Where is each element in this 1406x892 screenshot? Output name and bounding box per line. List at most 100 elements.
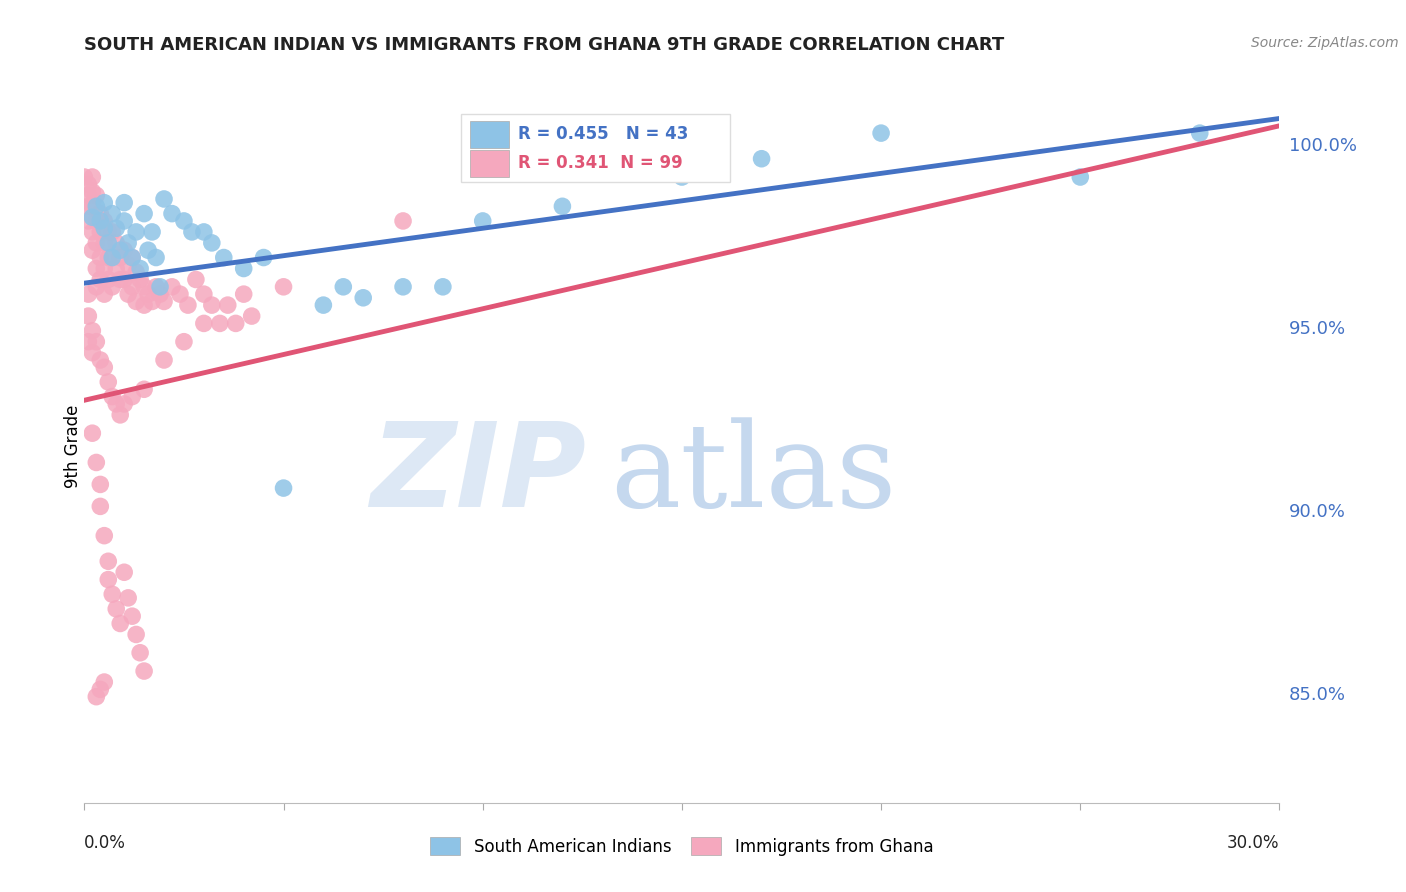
Point xyxy=(145,280,167,294)
Point xyxy=(193,225,215,239)
Point xyxy=(93,214,115,228)
Point xyxy=(141,294,163,309)
Point xyxy=(110,616,132,631)
Point xyxy=(93,261,115,276)
Point xyxy=(160,206,183,220)
Point xyxy=(132,664,156,678)
Point xyxy=(105,602,128,616)
Point xyxy=(117,235,139,250)
Point xyxy=(89,206,111,220)
Point xyxy=(117,287,139,301)
Point xyxy=(125,265,148,279)
Point xyxy=(97,235,120,250)
Point xyxy=(77,178,100,192)
Point xyxy=(253,251,276,265)
Point xyxy=(89,251,111,265)
Point xyxy=(93,221,115,235)
Point xyxy=(86,334,108,349)
Text: 30.0%: 30.0% xyxy=(1227,834,1279,852)
Point xyxy=(332,280,354,294)
Point xyxy=(101,251,124,265)
Point xyxy=(1069,169,1091,184)
Point xyxy=(89,272,111,286)
Point xyxy=(77,188,100,202)
Point xyxy=(86,188,108,202)
Point xyxy=(181,225,204,239)
Point xyxy=(93,287,115,301)
Text: ZIP: ZIP xyxy=(370,417,586,532)
Point xyxy=(201,298,224,312)
Point xyxy=(93,675,115,690)
Point xyxy=(77,199,100,213)
Point xyxy=(117,591,139,605)
Point xyxy=(217,298,239,312)
Point xyxy=(82,169,104,184)
Point xyxy=(173,214,195,228)
Point xyxy=(101,280,124,294)
FancyBboxPatch shape xyxy=(471,150,509,177)
Point xyxy=(105,397,128,411)
Point xyxy=(97,375,120,389)
Point xyxy=(110,251,132,265)
Point xyxy=(86,235,108,250)
Point xyxy=(101,225,124,239)
Point xyxy=(136,287,159,301)
Text: 0.0%: 0.0% xyxy=(84,834,127,852)
Point xyxy=(352,291,374,305)
Point xyxy=(392,214,415,228)
Point xyxy=(86,261,108,276)
Point xyxy=(89,477,111,491)
Point xyxy=(73,169,96,184)
Text: R = 0.341  N = 99: R = 0.341 N = 99 xyxy=(519,153,683,171)
Point xyxy=(112,397,135,411)
Point xyxy=(1188,126,1211,140)
Text: Source: ZipAtlas.com: Source: ZipAtlas.com xyxy=(1251,36,1399,50)
Point xyxy=(93,195,115,210)
Point xyxy=(121,609,143,624)
Point xyxy=(273,280,295,294)
Point xyxy=(112,244,135,258)
Point xyxy=(82,324,104,338)
Point xyxy=(82,426,104,441)
Point xyxy=(82,225,104,239)
Point xyxy=(193,317,215,331)
Point xyxy=(82,211,104,225)
Point xyxy=(97,272,120,286)
Text: atlas: atlas xyxy=(610,417,897,532)
Point xyxy=(86,690,108,704)
Point xyxy=(125,294,148,309)
Point xyxy=(82,185,104,199)
Point xyxy=(82,345,104,359)
Point xyxy=(93,529,115,543)
Point xyxy=(93,235,115,250)
Text: R = 0.455   N = 43: R = 0.455 N = 43 xyxy=(519,125,689,143)
Point xyxy=(129,646,152,660)
Point xyxy=(105,221,128,235)
Point xyxy=(97,573,120,587)
Point xyxy=(101,206,124,220)
Point xyxy=(141,225,163,239)
Point xyxy=(432,280,454,294)
Point xyxy=(184,272,207,286)
Point xyxy=(232,287,254,301)
Point xyxy=(870,126,893,140)
Point xyxy=(77,309,100,323)
Point xyxy=(101,390,124,404)
Point xyxy=(97,554,120,568)
Point xyxy=(212,251,235,265)
Point xyxy=(121,390,143,404)
Point xyxy=(110,408,132,422)
Point xyxy=(125,627,148,641)
Point xyxy=(86,280,108,294)
Point xyxy=(121,280,143,294)
Point xyxy=(551,199,574,213)
Point xyxy=(149,287,172,301)
Point xyxy=(193,287,215,301)
Point xyxy=(101,251,124,265)
Point xyxy=(751,152,773,166)
Point xyxy=(392,280,415,294)
Point xyxy=(86,214,108,228)
Point xyxy=(240,309,263,323)
Point xyxy=(105,261,128,276)
Point xyxy=(82,199,104,213)
